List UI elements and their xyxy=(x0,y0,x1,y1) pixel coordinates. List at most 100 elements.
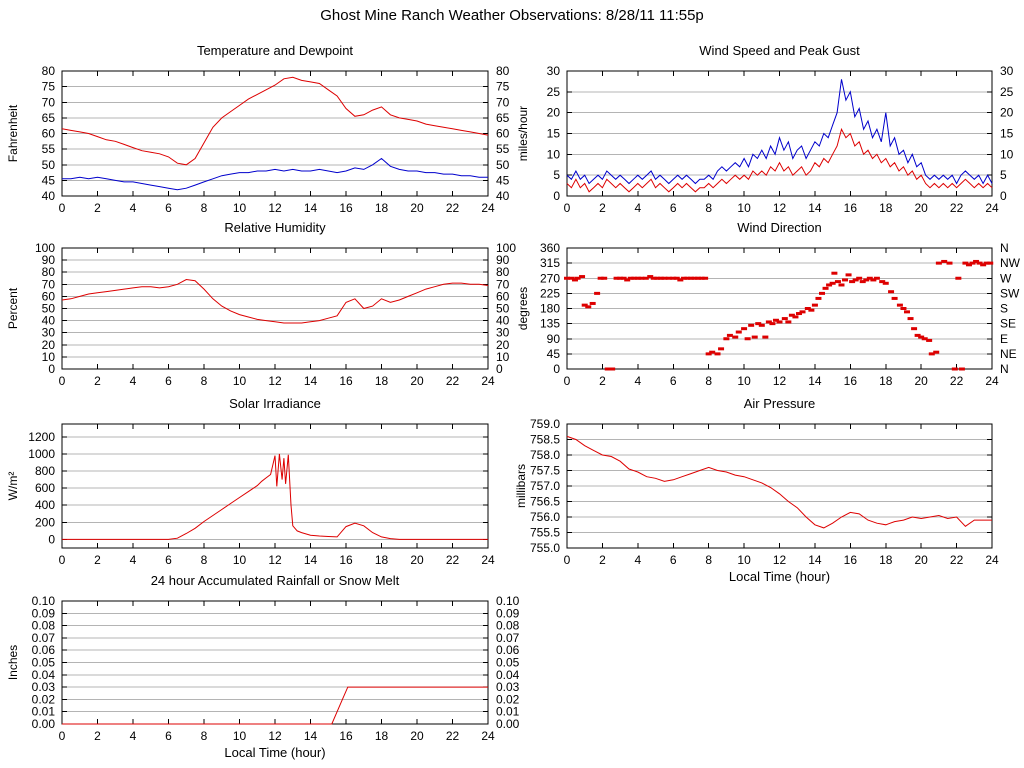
y-tick-label: 0 xyxy=(553,362,560,376)
wind-direction-point xyxy=(670,276,677,280)
x-tick-label: 2 xyxy=(94,729,101,743)
x-tick-label: 12 xyxy=(773,201,787,215)
x-tick-label: 14 xyxy=(304,201,318,215)
y-tick-label: 755.0 xyxy=(530,541,560,555)
x-tick-label: 14 xyxy=(808,201,822,215)
x-tick-label: 16 xyxy=(339,729,353,743)
wind-direction-point xyxy=(896,303,903,307)
y-axis-title: Percent xyxy=(6,287,20,329)
y-tick-label-right: E xyxy=(1000,332,1008,346)
wind-direction-point xyxy=(829,281,836,285)
y-tick-label-right: 0.04 xyxy=(496,668,520,682)
x-tick-label: 0 xyxy=(564,201,571,215)
x-tick-label: 8 xyxy=(705,553,712,567)
x-tick-label: 12 xyxy=(268,374,282,388)
y-tick-label-right: NE xyxy=(1000,347,1017,361)
wind-direction-point xyxy=(744,337,751,341)
x-tick-label: 4 xyxy=(130,201,137,215)
series-relative-humidity xyxy=(61,278,489,324)
x-tick-label: 4 xyxy=(634,553,641,567)
x-tick-label: 4 xyxy=(634,374,641,388)
x-tick-label: 6 xyxy=(165,553,172,567)
y-tick-label: 270 xyxy=(540,271,560,285)
y-tick-label-right: 60 xyxy=(496,127,510,141)
y-tick-label: 5 xyxy=(553,168,560,182)
x-axis-title: Local Time (hour) xyxy=(729,569,830,584)
x-tick-label: 8 xyxy=(201,201,208,215)
wind-direction-point xyxy=(735,330,742,334)
wind-direction-point xyxy=(904,310,910,314)
wind-direction-point xyxy=(852,278,859,282)
y-tick-label-right: 55 xyxy=(496,142,510,156)
wind-direction-point xyxy=(776,320,783,324)
wind-direction-point xyxy=(609,367,616,371)
x-tick-label: 6 xyxy=(165,374,172,388)
wind-direction-point xyxy=(604,367,611,371)
wind-direction-point xyxy=(634,276,641,280)
x-tick-label: 18 xyxy=(879,201,893,215)
y-tick-label: 40 xyxy=(42,314,56,328)
chart-title: Solar Irradiance xyxy=(229,396,321,411)
x-tick-label: 2 xyxy=(599,201,606,215)
y-tick-label: 0.02 xyxy=(32,692,56,706)
chart-title: Relative Humidity xyxy=(224,220,326,235)
y-tick-label-right: 100 xyxy=(496,241,516,255)
wind-direction-point xyxy=(581,303,588,307)
y-tick-label: 135 xyxy=(540,317,560,331)
y-tick-label: 25 xyxy=(547,85,561,99)
y-tick-label: 360 xyxy=(540,241,560,255)
x-tick-label: 22 xyxy=(446,729,460,743)
y-tick-label: 315 xyxy=(540,256,560,270)
wind-direction-point xyxy=(891,296,898,300)
y-tick-label: 1000 xyxy=(28,447,55,461)
x-tick-label: 22 xyxy=(446,374,460,388)
y-tick-label-right: 25 xyxy=(1000,85,1014,99)
series-wind-speed xyxy=(566,127,993,193)
y-tick-label: 757.5 xyxy=(530,464,560,478)
wind-direction-point xyxy=(914,333,921,337)
wind-direction-point xyxy=(965,263,972,267)
x-tick-label: 4 xyxy=(130,729,137,743)
y-axis-title: Fahrenheit xyxy=(6,104,20,162)
x-tick-label: 12 xyxy=(773,553,787,567)
wind-direction-point xyxy=(657,276,664,280)
wind-direction-point xyxy=(631,276,638,280)
x-tick-label: 24 xyxy=(985,201,999,215)
y-tick-label: 0 xyxy=(553,189,560,203)
y-tick-label: 45 xyxy=(42,173,56,187)
wind-direction-point xyxy=(624,278,631,282)
y-tick-label-right: 0.01 xyxy=(496,705,520,719)
wind-direction-point xyxy=(955,276,962,280)
wind-direction-point xyxy=(926,338,933,342)
wind-direction-point xyxy=(661,276,668,280)
chart-title: Wind Speed and Peak Gust xyxy=(699,43,860,58)
x-tick-label: 20 xyxy=(410,374,424,388)
x-tick-label: 16 xyxy=(844,374,858,388)
wind-direction-point xyxy=(859,280,866,284)
page-title: Ghost Mine Ranch Weather Observations: 8… xyxy=(320,7,704,24)
y-tick-label: 50 xyxy=(42,302,56,316)
wind-direction-point xyxy=(826,283,833,287)
wind-direction-point xyxy=(665,276,672,280)
wind-direction-point xyxy=(788,313,795,317)
x-tick-label: 0 xyxy=(59,729,66,743)
y-tick-label-right: 10 xyxy=(1000,147,1014,161)
wind-direction-point xyxy=(638,276,645,280)
y-tick-label: 70 xyxy=(42,277,56,291)
wind-direction-point xyxy=(882,281,889,285)
y-axis-title: W/m² xyxy=(6,472,20,501)
wind-direction-point xyxy=(980,263,987,267)
y-tick-label: 0 xyxy=(48,362,55,376)
wind-direction-point xyxy=(933,350,940,354)
wind-direction-point xyxy=(815,296,822,300)
y-axis-title: miles/hour xyxy=(516,106,530,161)
wind-direction-point xyxy=(831,271,838,275)
y-tick-label-right: 0 xyxy=(1000,189,1007,203)
y-axis-title: degrees xyxy=(516,287,530,330)
x-tick-label: 18 xyxy=(879,374,893,388)
y-tick-label-right: 0.06 xyxy=(496,643,520,657)
